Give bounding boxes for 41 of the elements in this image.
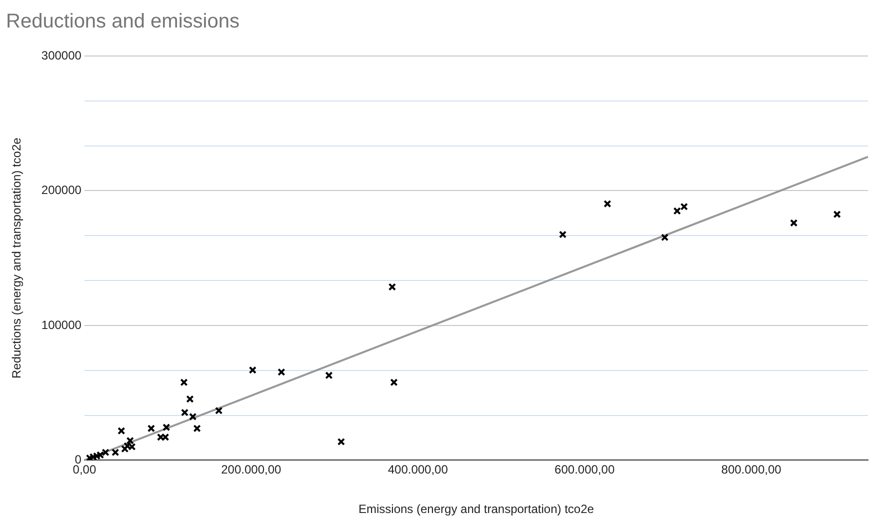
point bbox=[156, 433, 165, 441]
point bbox=[673, 207, 681, 215]
point bbox=[790, 219, 798, 227]
point bbox=[188, 412, 197, 421]
point bbox=[193, 424, 201, 432]
point bbox=[214, 406, 223, 414]
point bbox=[162, 423, 170, 432]
y-tick-label: 200000 bbox=[41, 183, 82, 198]
x-tick-label: 200.000,00 bbox=[221, 462, 282, 477]
point bbox=[248, 366, 256, 374]
y-tick-label: 300000 bbox=[41, 48, 82, 62]
point bbox=[121, 445, 129, 453]
point bbox=[325, 371, 333, 380]
point bbox=[92, 452, 101, 460]
point bbox=[833, 210, 841, 218]
point bbox=[147, 424, 156, 432]
x-tick-label: 600.000,00 bbox=[554, 462, 615, 477]
point bbox=[180, 378, 188, 386]
y-tick-label: 100000 bbox=[41, 318, 82, 332]
chart-title: Reductions and emissions bbox=[6, 10, 240, 33]
y-axis-title: Reductions (energy and transportation) tco2e bbox=[10, 137, 24, 379]
point bbox=[680, 202, 688, 210]
x-axis-title: Emissions (energy and transportation) tco2e bbox=[358, 502, 594, 516]
point bbox=[112, 448, 120, 456]
point bbox=[604, 200, 612, 208]
point bbox=[96, 451, 104, 459]
point bbox=[180, 408, 189, 416]
point bbox=[337, 438, 346, 446]
point bbox=[102, 448, 110, 456]
x-tick-label: 800.000,00 bbox=[721, 462, 782, 477]
x-tick-label: 400.000,00 bbox=[388, 462, 448, 477]
point bbox=[278, 368, 286, 376]
point bbox=[186, 395, 194, 403]
point bbox=[390, 378, 398, 386]
point bbox=[388, 283, 396, 291]
point bbox=[89, 453, 98, 460]
x-tick-label: 0,00 bbox=[72, 462, 96, 477]
point bbox=[86, 454, 94, 460]
point bbox=[660, 234, 669, 242]
point bbox=[118, 427, 126, 435]
point bbox=[558, 230, 567, 238]
